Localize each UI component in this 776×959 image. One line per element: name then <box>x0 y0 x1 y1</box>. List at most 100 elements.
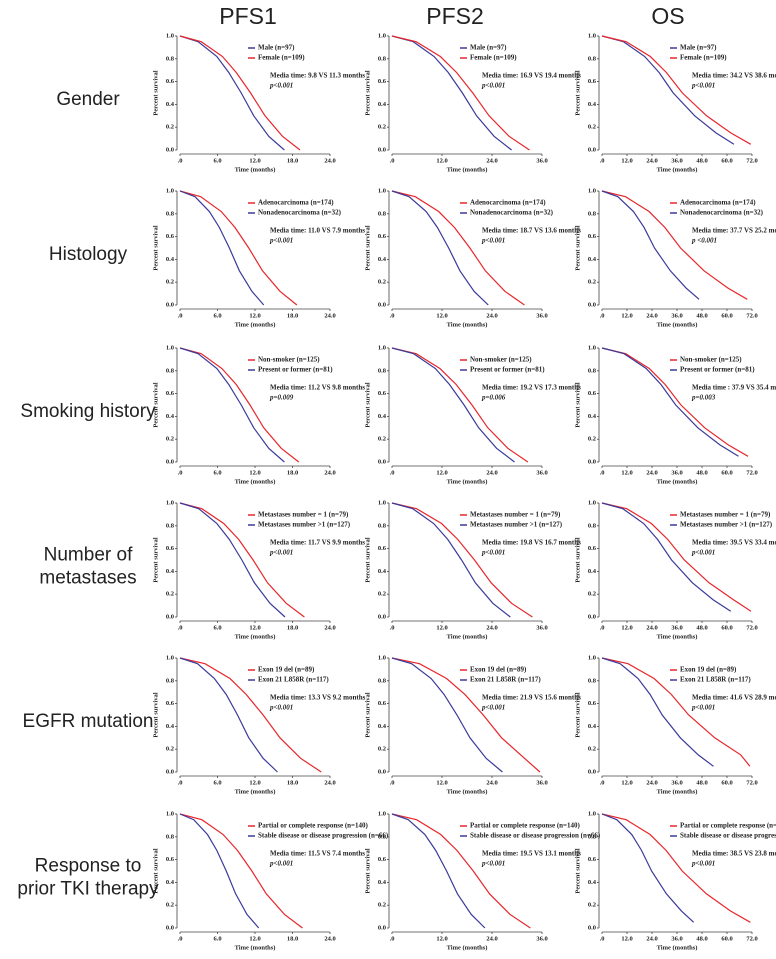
x-tick-label: 48.0 <box>696 624 707 631</box>
legend-label: Partial or complete response (n=140) <box>680 822 776 830</box>
y-tick-label: 0.6 <box>378 700 387 707</box>
legend-label: Metastases number >1 (n=127) <box>470 521 563 529</box>
y-tick-label: 1.0 <box>378 654 386 661</box>
legend-label: Adenocarcinoma (n=174) <box>680 199 756 207</box>
y-tick-label: 0.4 <box>166 568 175 575</box>
y-axis-label: Percent survival <box>152 692 159 737</box>
legend-label: Present or former (n=81) <box>680 366 755 374</box>
y-tick-label: 0.6 <box>166 78 175 85</box>
y-tick-label: 1.0 <box>378 499 386 506</box>
annotation: p=0.006 <box>481 394 506 402</box>
y-axis-label: Percent survival <box>364 537 371 582</box>
legend-label: Male (n=97) <box>470 44 507 52</box>
survival-curve <box>179 813 303 929</box>
y-tick-label: 0.6 <box>588 700 597 707</box>
x-tick-label: 48.0 <box>696 157 707 164</box>
y-axis-label: Percent survival <box>574 692 581 737</box>
survival-curve <box>391 190 489 306</box>
row-label: Histology <box>49 244 128 265</box>
survival-curve <box>179 502 286 618</box>
x-tick-label: 18.0 <box>287 312 298 319</box>
annotation: Media time: 34.2 VS 38.6 months <box>692 72 776 80</box>
x-tick-label: 48.0 <box>696 779 707 786</box>
legend-label: Exon 19 del (n=89) <box>470 666 527 674</box>
y-axis-label: Percent survival <box>152 537 159 582</box>
y-tick-label: 0.0 <box>166 924 174 931</box>
x-tick-label: .0 <box>390 779 395 786</box>
legend-label: Exon 21 L858R (n=117) <box>258 676 329 684</box>
x-axis-label: Time (months) <box>447 633 488 640</box>
x-tick-label: 36.0 <box>671 935 682 942</box>
x-tick-label: 12.0 <box>436 312 447 319</box>
y-tick-label: 0.0 <box>588 924 596 931</box>
y-axis-label: Percent survival <box>574 382 581 427</box>
x-tick-label: 72.0 <box>746 157 757 164</box>
x-tick-label: 12.0 <box>249 935 260 942</box>
legend-label: Stable disease or disease progression (n… <box>258 832 389 840</box>
y-tick-label: 1.0 <box>166 499 174 506</box>
x-tick-label: 18.0 <box>287 935 298 942</box>
y-axis-label: Percent survival <box>152 225 159 270</box>
x-axis-label: Time (months) <box>657 633 698 640</box>
legend-label: Exon 21 L858R (n=117) <box>470 676 541 684</box>
survival-curve <box>179 190 298 306</box>
annotation: p<0.001 <box>269 82 293 90</box>
x-tick-label: 24.0 <box>486 312 497 319</box>
y-tick-label: 0.6 <box>588 78 597 85</box>
legend-label: Stable disease or disease progression (n… <box>470 832 601 840</box>
x-axis-label: Time (months) <box>657 944 698 951</box>
x-tick-label: 36.0 <box>671 469 682 476</box>
y-axis-label: Percent survival <box>364 382 371 427</box>
x-tick-label: 48.0 <box>696 312 707 319</box>
x-tick-label: 36.0 <box>536 312 547 319</box>
row-label: Response to <box>35 856 142 877</box>
x-tick-label: 24.0 <box>486 779 497 786</box>
survival-curve <box>601 35 735 145</box>
legend-label: Female (n=109) <box>258 54 305 62</box>
y-tick-label: 0.8 <box>378 210 387 217</box>
y-tick-label: 0.4 <box>588 879 597 886</box>
survival-curve <box>391 35 530 151</box>
y-tick-label: 1.0 <box>588 32 596 39</box>
y-tick-label: 0.6 <box>378 545 387 552</box>
x-tick-label: 12.0 <box>436 469 447 476</box>
legend-label: Present or former (n=81) <box>258 366 333 374</box>
x-tick-label: 72.0 <box>746 779 757 786</box>
y-tick-label: 0.8 <box>378 367 387 374</box>
x-tick-label: 12.0 <box>249 312 260 319</box>
annotation: p<0.001 <box>481 237 505 245</box>
y-tick-label: 1.0 <box>588 187 596 194</box>
survival-curve <box>179 347 300 463</box>
y-tick-label: 1.0 <box>588 499 596 506</box>
survival-curve <box>601 190 748 300</box>
x-tick-label: .0 <box>600 779 605 786</box>
annotation: Media time: 19.5 VS 13.1 months <box>482 850 581 858</box>
y-tick-label: 0.4 <box>588 568 597 575</box>
y-tick-label: 0.8 <box>588 522 597 529</box>
x-axis-label: Time (months) <box>447 478 488 485</box>
x-tick-label: 36.0 <box>536 157 547 164</box>
y-tick-label: 0.2 <box>166 902 174 909</box>
legend-label: Non-smoker (n=125) <box>470 356 532 364</box>
annotation: Media time: 9.8 VS 11.3 months <box>270 72 365 80</box>
y-tick-label: 0.6 <box>166 233 175 240</box>
legend-label: Adenocarcinoma (n=174) <box>470 199 546 207</box>
y-tick-label: 0.6 <box>378 856 387 863</box>
legend-label: Stable disease or disease progression (n… <box>680 832 776 840</box>
annotation: p<0.001 <box>269 704 293 712</box>
annotation: p<0.001 <box>481 549 505 557</box>
y-axis-label: Percent survival <box>574 70 581 115</box>
y-tick-label: 0.8 <box>166 677 175 684</box>
y-tick-label: 0.4 <box>588 723 597 730</box>
legend-label: Metastases number >1 (n=127) <box>680 521 773 529</box>
x-tick-label: 24.0 <box>646 935 657 942</box>
annotation: Media time: 37.7 VS 25.2 months <box>692 227 776 235</box>
y-tick-label: 0.8 <box>166 833 175 840</box>
annotation: Media time: 41.6 VS 28.9 months <box>692 694 776 702</box>
survival-curve <box>391 813 531 929</box>
y-tick-label: 0.8 <box>588 833 597 840</box>
x-axis-label: Time (months) <box>657 166 698 173</box>
x-tick-label: 24.0 <box>486 935 497 942</box>
x-tick-label: 36.0 <box>671 312 682 319</box>
